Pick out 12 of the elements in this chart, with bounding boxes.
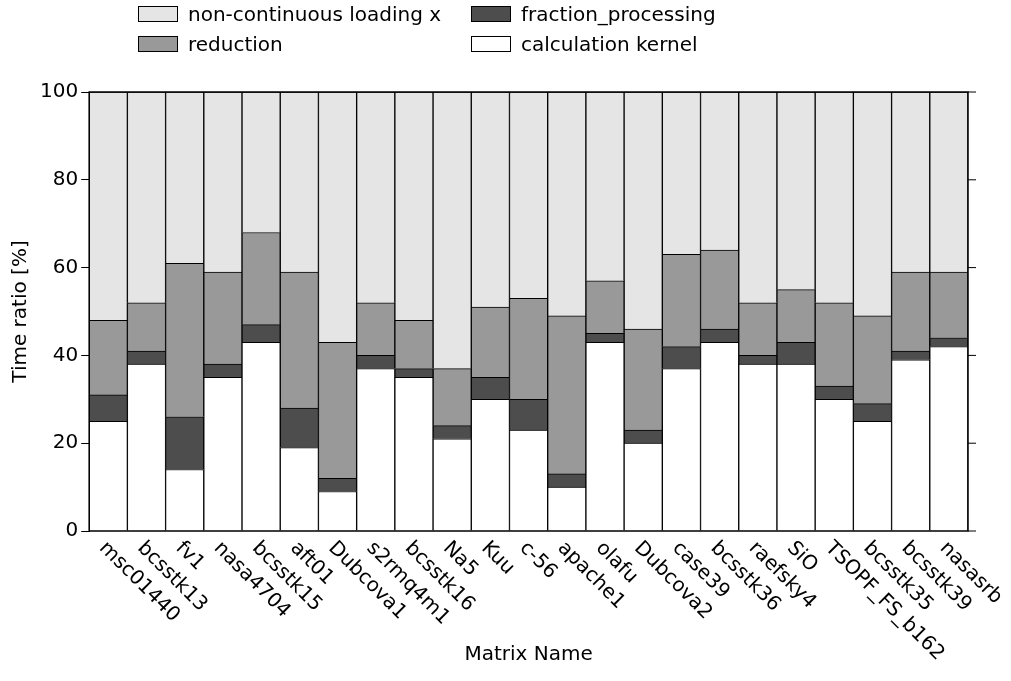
y-tick-label: 100 — [39, 78, 79, 103]
y-tick-label: 40 — [52, 341, 79, 366]
legend-label: reduction — [188, 32, 283, 56]
y-tick-label: 60 — [52, 253, 79, 278]
y-axis-title: Time ratio [%] — [7, 240, 32, 384]
y-tick-label: 20 — [52, 429, 79, 454]
legend-label: non-continuous loading x — [188, 2, 442, 26]
legend-label: calculation kernel — [521, 32, 698, 56]
y-tick-label: 80 — [52, 166, 79, 190]
y-tick-label: 0 — [65, 517, 79, 542]
legend-label: fraction_processing — [521, 2, 716, 26]
x-axis-title: Matrix Name — [464, 641, 593, 666]
